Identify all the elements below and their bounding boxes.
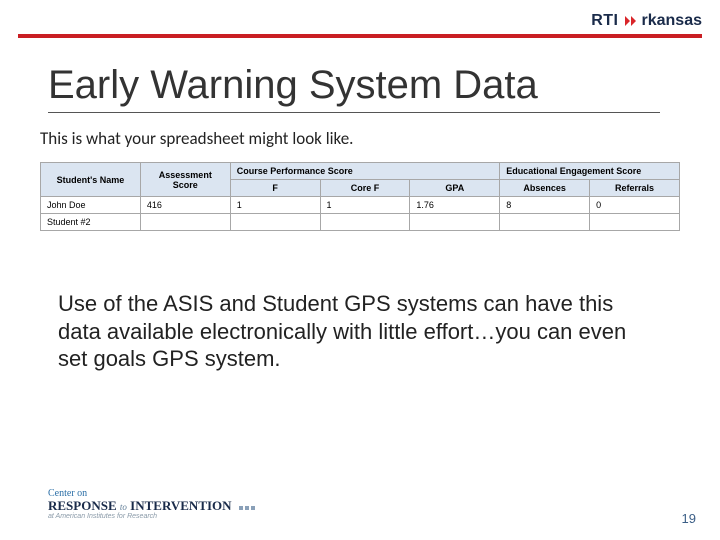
cell-absences: 8: [500, 197, 590, 214]
cell-gpa: [410, 214, 500, 231]
title-underline: [48, 112, 660, 113]
page-title: Early Warning System Data: [48, 64, 660, 106]
th-name: Student's Name: [41, 163, 141, 197]
footer-logo: Center on RESPONSE to INTERVENTION at Am…: [48, 489, 255, 520]
page-number: 19: [682, 511, 696, 526]
footer-squares-icon: [239, 506, 255, 510]
brand-arrows-icon: [625, 16, 636, 26]
cell-coref: 1: [320, 197, 410, 214]
subtitle: This is what your spreadsheet might look…: [40, 128, 353, 149]
cell-name: Student #2: [41, 214, 141, 231]
brand-rule: [18, 34, 702, 38]
footer-line2: RESPONSE to INTERVENTION: [48, 499, 255, 512]
cell-assessment: [140, 214, 230, 231]
cell-f: 1: [230, 197, 320, 214]
brand-rti: RTI: [591, 12, 618, 30]
data-table-wrap: Student's Name Assessment Score Course P…: [40, 162, 680, 231]
th-course-group: Course Performance Score: [230, 163, 499, 180]
cell-referrals: [590, 214, 680, 231]
brand-state: rkansas: [642, 12, 703, 30]
table-row: John Doe 416 1 1 1.76 8 0: [41, 197, 680, 214]
body-paragraph: Use of the ASIS and Student GPS systems …: [58, 290, 650, 373]
th-assessment: Assessment Score: [140, 163, 230, 197]
data-table: Student's Name Assessment Score Course P…: [40, 162, 680, 231]
th-coref: Core F: [320, 180, 410, 197]
cell-f: [230, 214, 320, 231]
brand-strip: RTI rkansas: [591, 12, 702, 30]
th-referrals: Referrals: [590, 180, 680, 197]
footer-line2b: to: [120, 502, 127, 512]
th-f: F: [230, 180, 320, 197]
cell-assessment: 416: [140, 197, 230, 214]
cell-referrals: 0: [590, 197, 680, 214]
th-absences: Absences: [500, 180, 590, 197]
cell-absences: [500, 214, 590, 231]
footer-line3: at American Institutes for Research: [48, 513, 255, 520]
cell-coref: [320, 214, 410, 231]
cell-gpa: 1.76: [410, 197, 500, 214]
table-row: Student #2: [41, 214, 680, 231]
th-gpa: GPA: [410, 180, 500, 197]
cell-name: John Doe: [41, 197, 141, 214]
slide-root: RTI rkansas Early Warning System Data Th…: [0, 0, 720, 540]
footer-line2a: RESPONSE: [48, 498, 117, 513]
footer-line2c: INTERVENTION: [130, 498, 231, 513]
th-engagement-group: Educational Engagement Score: [500, 163, 680, 180]
